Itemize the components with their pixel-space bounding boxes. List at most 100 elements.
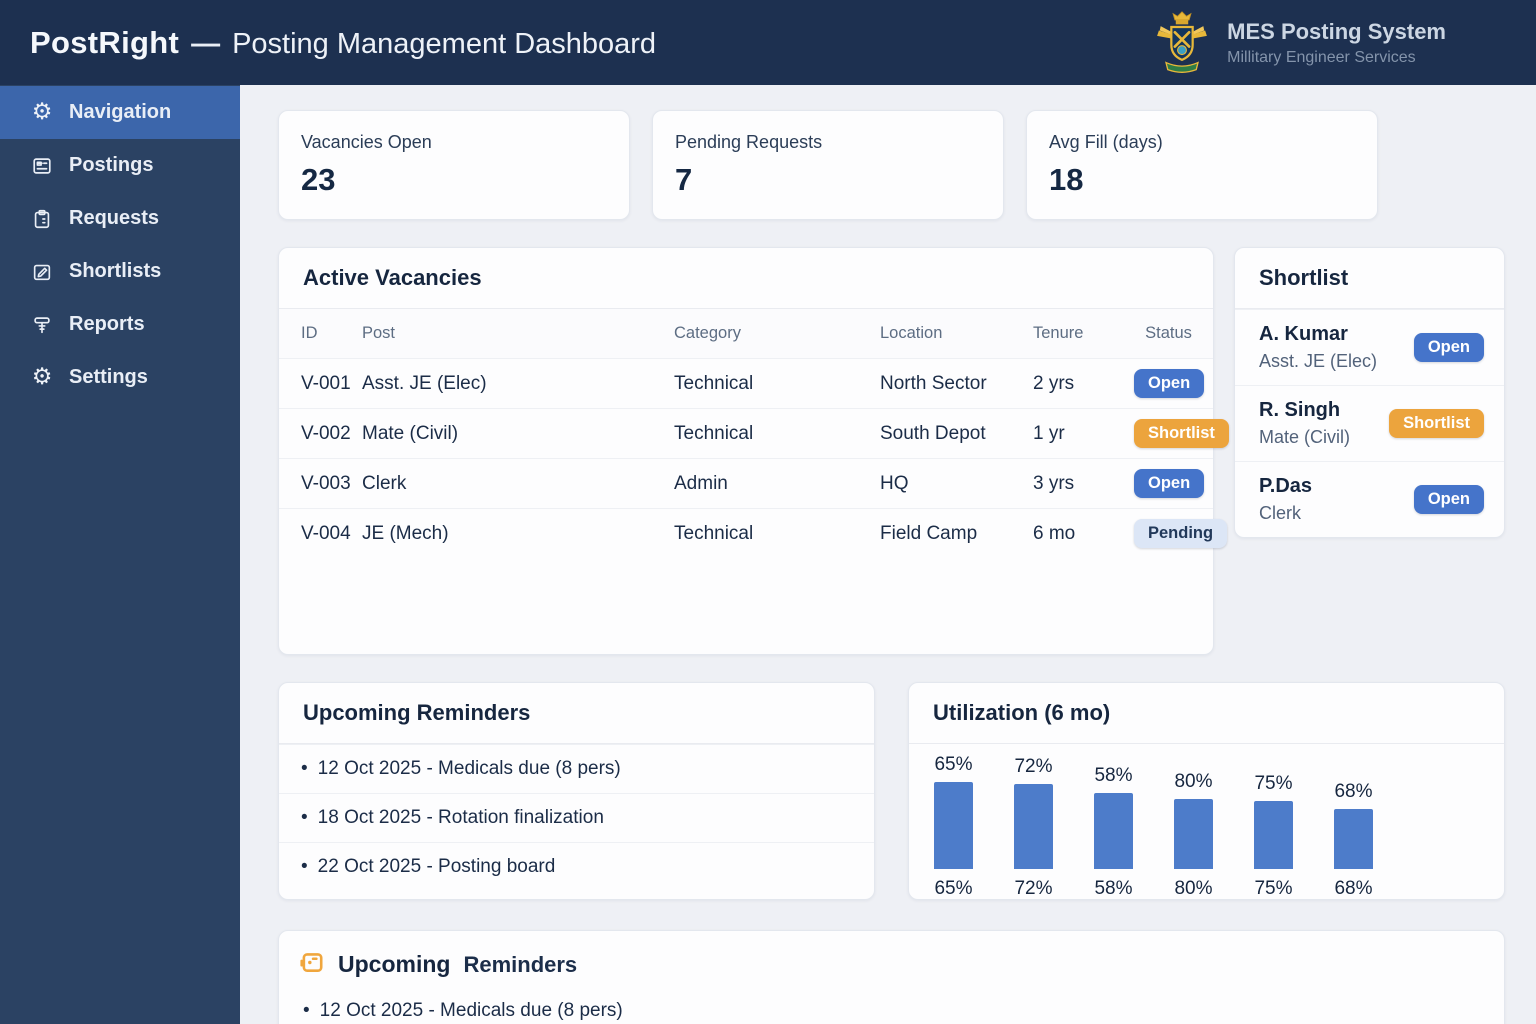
cell-tenure: 6 mo	[1033, 522, 1076, 544]
column-header-id: ID	[301, 324, 318, 342]
status-badge[interactable]: Pending	[1134, 519, 1228, 548]
cell-post: JE (Mech)	[362, 522, 449, 544]
sidebar: ⚙ Navigation Postings Requests Shortlist…	[0, 85, 240, 1024]
bar-group: 75% 75%	[1254, 773, 1293, 900]
calendar-icon	[299, 949, 325, 980]
table-row[interactable]: V-002 Mate (Civil) Technical South Depot…	[279, 408, 1229, 458]
cell-category: Technical	[674, 372, 754, 394]
gear-icon: ⚙	[31, 99, 53, 125]
document-icon	[30, 154, 54, 178]
clipboard-icon	[30, 207, 54, 231]
status-badge[interactable]: Open	[1413, 333, 1484, 362]
table-row[interactable]: V-004 JE (Mech) Technical Field Camp 6 m…	[279, 508, 1228, 558]
gear-icon: ⚙	[31, 364, 53, 390]
bar-axis-label: 72%	[1014, 878, 1053, 899]
list-item[interactable]: R. Singh Mate (Civil) Shortlist	[1235, 385, 1504, 461]
sidebar-item-label: Reports	[69, 313, 145, 335]
app-header: PostRight — Posting Management Dashboard…	[0, 0, 1536, 85]
cell-tenure: 2 yrs	[1033, 372, 1075, 394]
bar	[1174, 799, 1213, 869]
bar-group: 58% 58%	[1094, 765, 1133, 900]
cell-location: South Depot	[880, 422, 986, 444]
table-row[interactable]: V-001 Asst. JE (Elec) Technical North Se…	[279, 358, 1213, 408]
bar-value-label: 65%	[934, 754, 973, 775]
stat-card-avg-fill: Avg Fill (days) 18	[1026, 110, 1378, 220]
card-title: Active Vacancies	[279, 248, 1213, 309]
page-title: Posting Management Dashboard	[232, 27, 657, 60]
column-header-tenure: Tenure	[1033, 324, 1084, 342]
sidebar-item-label: Requests	[69, 207, 160, 229]
cell-id: V-002	[301, 422, 351, 444]
active-vacancies-card: Active Vacancies ID Post Category Locati…	[278, 247, 1229, 655]
cell-category: Admin	[674, 472, 728, 494]
cell-id: V-003	[301, 472, 351, 494]
card-title: Upcoming Reminders	[279, 683, 874, 744]
list-item[interactable]: P.Das Clerk Open	[1235, 461, 1504, 537]
stat-card-vacancies-open: Vacancies Open 23	[278, 110, 630, 220]
bar-axis-label: 58%	[1094, 878, 1133, 899]
app-logo-text: PostRight	[30, 24, 180, 60]
bar	[934, 782, 973, 869]
status-badge[interactable]: Open	[1413, 485, 1484, 514]
table-row[interactable]: V-003 Clerk Admin HQ 3 yrs Open	[279, 458, 1213, 508]
brand-title-group: PostRight — Posting Management Dashboard	[30, 25, 656, 61]
sidebar-item-label: Navigation	[69, 101, 172, 123]
sidebar-item-settings[interactable]: ⚙ Settings	[0, 351, 240, 404]
sidebar-item-reports[interactable]: Reports	[0, 298, 240, 351]
system-subtitle: Millitary Engineer Services	[1227, 48, 1416, 66]
bar-value-label: 72%	[1014, 756, 1053, 777]
sidebar-item-navigation[interactable]: ⚙ Navigation	[0, 86, 240, 139]
org-text-block: MES Posting System Millitary Engineer Se…	[1227, 19, 1446, 67]
sidebar-item-label: Shortlists	[69, 260, 162, 282]
person-name: A. Kumar	[1259, 323, 1348, 345]
column-header-post: Post	[362, 324, 396, 342]
status-badge[interactable]: Open	[1134, 369, 1205, 398]
cell-id: V-004	[301, 522, 351, 544]
main-content: Vacancies Open 23 Pending Requests 7 Avg…	[240, 85, 1536, 1024]
status-badge[interactable]: Open	[1134, 469, 1205, 498]
bullet-icon: •	[301, 807, 308, 828]
person-info: R. Singh Mate (Civil)	[1259, 399, 1350, 448]
list-item: • 22 Oct 2025 - Posting board	[279, 842, 874, 891]
person-info: A. Kumar Asst. JE (Elec)	[1259, 323, 1377, 372]
reminder-text: 12 Oct 2025 - Medicals due (8 pers)	[319, 1000, 623, 1021]
person-role: Asst. JE (Elec)	[1259, 351, 1378, 371]
table-header-row: ID Post Category Location Tenure Status	[279, 309, 1213, 358]
bar-axis-label: 80%	[1174, 878, 1213, 899]
card-title-rest: Reminders	[463, 951, 578, 977]
cell-post: Mate (Civil)	[362, 422, 459, 444]
cell-id: V-001	[301, 372, 351, 394]
person-role: Clerk	[1259, 503, 1302, 523]
cell-location: North Sector	[880, 372, 987, 394]
status-badge[interactable]: Shortlist	[1389, 409, 1484, 438]
bullet-icon: •	[303, 1000, 310, 1021]
stat-card-pending-requests: Pending Requests 7	[652, 110, 1004, 220]
card-title-bold: Upcoming	[338, 951, 451, 977]
column-header-category: Category	[674, 324, 741, 342]
bar-value-label: 68%	[1334, 781, 1373, 802]
reminder-text: 12 Oct 2025 - Medicals due (8 pers)	[317, 758, 621, 779]
sidebar-item-shortlists[interactable]: Shortlists	[0, 245, 240, 298]
list-item[interactable]: A. Kumar Asst. JE (Elec) Open	[1235, 309, 1504, 385]
org-branding: MES Posting System Millitary Engineer Se…	[1153, 10, 1506, 75]
bar-value-label: 75%	[1254, 773, 1293, 794]
stat-value: 7	[675, 162, 693, 197]
reminder-text: 18 Oct 2025 - Rotation finalization	[317, 807, 604, 828]
bar-axis-label: 75%	[1254, 878, 1293, 899]
sidebar-item-label: Postings	[69, 154, 154, 176]
sidebar-item-postings[interactable]: Postings	[0, 139, 240, 192]
column-header-status: Status	[1145, 324, 1192, 342]
cell-tenure: 1 yr	[1033, 422, 1065, 444]
funnel-icon	[30, 313, 54, 337]
stat-value: 18	[1049, 162, 1084, 197]
utilization-chart-card: Utilization (6 mo) 65% 65% 72% 72% 58% 5…	[908, 682, 1505, 900]
stat-value: 23	[301, 162, 336, 197]
status-badge[interactable]: Shortlist	[1134, 419, 1229, 448]
person-info: P.Das Clerk	[1259, 475, 1312, 524]
bar	[1254, 801, 1293, 869]
list-item: • 12 Oct 2025 - Medicals due (8 pers)	[279, 744, 874, 793]
bar-group: 80% 80%	[1174, 771, 1213, 900]
cell-category: Technical	[674, 422, 754, 444]
sidebar-item-requests[interactable]: Requests	[0, 192, 240, 245]
bar-axis-label: 68%	[1334, 878, 1373, 899]
